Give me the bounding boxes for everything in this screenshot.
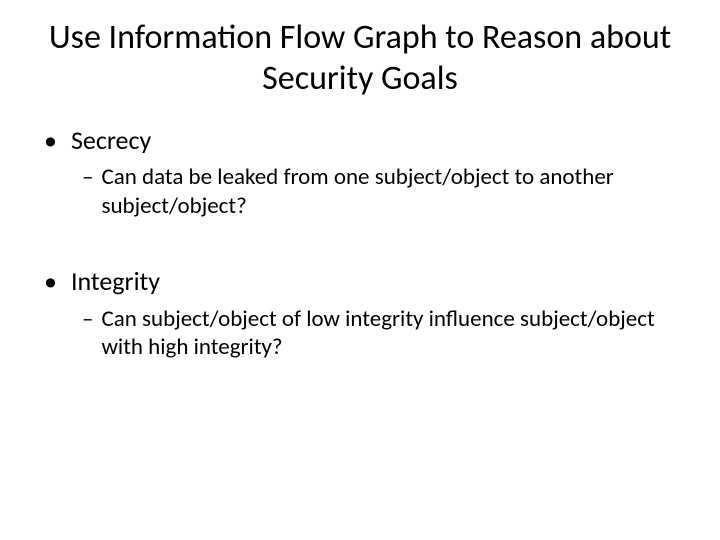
sub-text: Can data be leaked from one subject/obje… [101,163,661,221]
sub-item: – Can data be leaked from one subject/ob… [82,163,690,221]
bullet-item: • Secrecy [30,124,690,158]
bullet-item: • Integrity [30,265,690,299]
bullet-marker: • [44,124,57,158]
bullet-label: Secrecy [71,124,151,158]
bullet-label: Integrity [71,265,160,299]
dash-marker: – [82,163,93,221]
sub-text: Can subject/object of low integrity infl… [101,305,661,363]
bullet-list: • Secrecy – Can data be leaked from one … [30,124,690,363]
sub-item: – Can subject/object of low integrity in… [82,305,690,363]
dash-marker: – [82,305,93,363]
slide-title: Use Information Flow Graph to Reason abo… [30,18,690,100]
bullet-marker: • [44,265,57,299]
